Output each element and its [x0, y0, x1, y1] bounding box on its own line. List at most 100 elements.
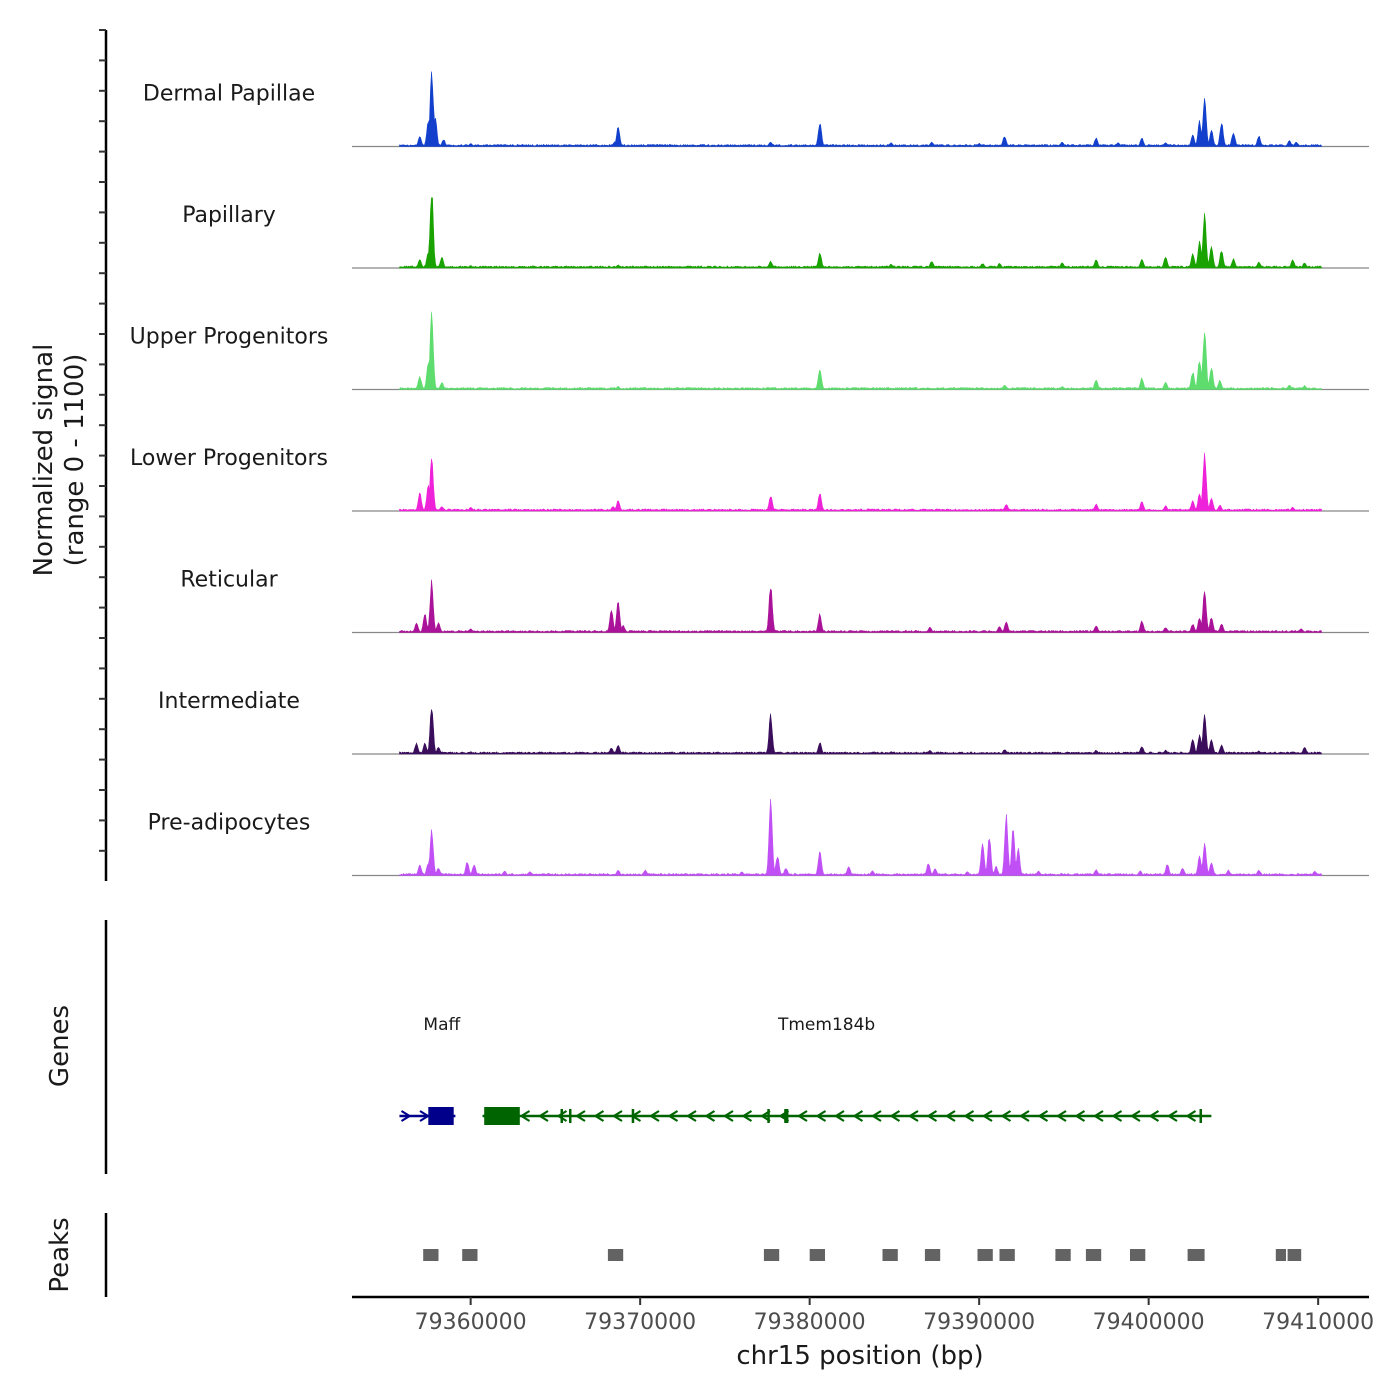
strand-arrow [852, 1110, 864, 1122]
peak-region [977, 1249, 993, 1261]
track-label: Reticular [180, 568, 278, 593]
strand-arrow [419, 1110, 431, 1122]
gene-annotations: Maff Tmem184b [399, 1015, 1212, 1125]
strand-arrow [519, 1110, 531, 1122]
strand-arrow [1037, 1110, 1049, 1122]
peak-region [882, 1249, 898, 1261]
strand-arrow [833, 1110, 845, 1122]
peak-region [423, 1249, 439, 1261]
strand-arrow [1185, 1110, 1197, 1122]
strand-arrow [685, 1110, 697, 1122]
y-axis-title-line1: Normalized signal [29, 344, 59, 577]
peak-region [809, 1249, 825, 1261]
x-tick-label: 79370000 [584, 1310, 696, 1335]
peak-region [1085, 1249, 1102, 1261]
coverage-track: Dermal Papillae [143, 66, 1369, 148]
gene-exon [569, 1109, 572, 1123]
track-label: Papillary [182, 203, 276, 228]
strand-arrow [611, 1110, 623, 1122]
strand-arrow [1018, 1110, 1030, 1122]
track-signal-area [399, 71, 1322, 147]
strand-arrow [815, 1110, 827, 1122]
gene-model: Maff [399, 1015, 462, 1125]
coverage-tracks: Dermal Papillae Papillary Upper Progenitor… [130, 66, 1369, 877]
peak-region [1187, 1249, 1205, 1261]
peak-region [999, 1249, 1015, 1261]
track-signal-area [399, 798, 1322, 876]
strand-arrow [1111, 1110, 1123, 1122]
y-axis-title-line2: (range 0 - 1100) [60, 354, 90, 567]
gene-model: Tmem184b [482, 1015, 1212, 1125]
strand-arrow [741, 1110, 753, 1122]
strand-arrow [889, 1110, 901, 1122]
track-label: Lower Progenitors [130, 446, 328, 471]
strand-arrow [1055, 1110, 1067, 1122]
strand-arrow [648, 1110, 660, 1122]
peak-region [462, 1249, 478, 1261]
gene-label: Tmem184b [777, 1015, 875, 1035]
track-signal-area [399, 452, 1322, 512]
coverage-track: Intermediate [158, 689, 1369, 755]
strand-arrow [556, 1110, 568, 1122]
peak-region [1287, 1249, 1302, 1261]
track-label: Pre-adipocytes [148, 811, 311, 836]
strand-arrow [1166, 1110, 1178, 1122]
gene-exon [784, 1109, 789, 1123]
strand-arrow [1129, 1110, 1141, 1122]
peak-region [1055, 1249, 1071, 1261]
strand-arrow [870, 1110, 882, 1122]
coverage-track: Reticular [180, 568, 1369, 634]
strand-arrow [796, 1110, 808, 1122]
coverage-axis-ticks [99, 29, 106, 852]
x-tick-label: 79410000 [1262, 1310, 1374, 1335]
x-tick-label: 79380000 [754, 1310, 866, 1335]
genes-panel-title: Genes [45, 1005, 75, 1087]
coverage-track: Upper Progenitors [130, 309, 1369, 391]
gene-exon [560, 1109, 563, 1123]
peak-region [763, 1249, 780, 1261]
x-tick-label: 79360000 [415, 1310, 527, 1335]
track-signal-area [399, 311, 1322, 390]
track-label: Upper Progenitors [130, 325, 329, 350]
track-signal-area [399, 579, 1322, 633]
strand-arrow [907, 1110, 919, 1122]
peak-region [607, 1249, 624, 1261]
peak-region [1275, 1249, 1286, 1261]
gene-exon [1199, 1109, 1202, 1123]
coverage-track: Papillary [182, 187, 1369, 269]
coverage-track: Lower Progenitors [130, 446, 1369, 512]
strand-arrow [963, 1110, 975, 1122]
track-signal-area [399, 197, 1322, 269]
strand-arrow [1074, 1110, 1086, 1122]
peak-region [924, 1249, 941, 1261]
strand-arrow [574, 1110, 586, 1122]
track-label: Intermediate [158, 689, 300, 714]
strand-arrow [704, 1110, 716, 1122]
gene-exon [631, 1109, 635, 1123]
gene-exon [484, 1107, 520, 1125]
gene-exon [428, 1107, 454, 1125]
x-axis-ticks: 79360000 79370000 79380000 79390000 79400000… [415, 1297, 1374, 1335]
strand-arrow [593, 1110, 605, 1122]
x-tick-label: 79400000 [1093, 1310, 1205, 1335]
gene-label: Maff [423, 1015, 461, 1035]
gene-exon [767, 1109, 770, 1123]
strand-arrow [537, 1110, 549, 1122]
x-axis-title: chr15 position (bp) [736, 1341, 983, 1371]
peak-region [1130, 1249, 1146, 1261]
peak-regions [423, 1249, 1302, 1261]
strand-arrow [722, 1110, 734, 1122]
strand-arrow [926, 1110, 938, 1122]
strand-arrow [1092, 1110, 1104, 1122]
track-label: Dermal Papillae [143, 82, 315, 107]
x-tick-label: 79390000 [923, 1310, 1035, 1335]
strand-arrow [981, 1110, 993, 1122]
strand-arrow [1148, 1110, 1160, 1122]
track-signal-area [399, 709, 1322, 755]
strand-arrow [400, 1110, 412, 1122]
strand-arrow [1000, 1110, 1012, 1122]
peaks-panel-title: Peaks [45, 1217, 75, 1292]
strand-arrow [944, 1110, 956, 1122]
strand-arrow [667, 1110, 679, 1122]
